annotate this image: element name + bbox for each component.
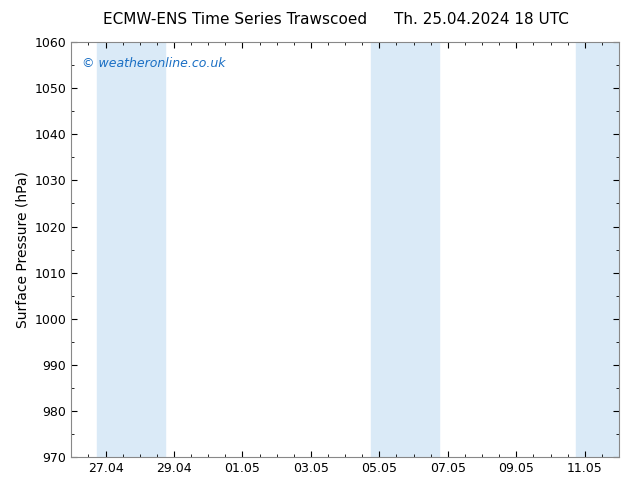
Bar: [405, 42, 439, 457]
Bar: [371, 42, 405, 457]
Text: ECMW-ENS Time Series Trawscoed: ECMW-ENS Time Series Trawscoed: [103, 12, 366, 27]
Bar: [131, 42, 165, 457]
Y-axis label: Surface Pressure (hPa): Surface Pressure (hPa): [15, 171, 29, 328]
Bar: [576, 42, 619, 457]
Text: Th. 25.04.2024 18 UTC: Th. 25.04.2024 18 UTC: [394, 12, 569, 27]
Bar: [97, 42, 131, 457]
Text: © weatheronline.co.uk: © weatheronline.co.uk: [82, 56, 226, 70]
